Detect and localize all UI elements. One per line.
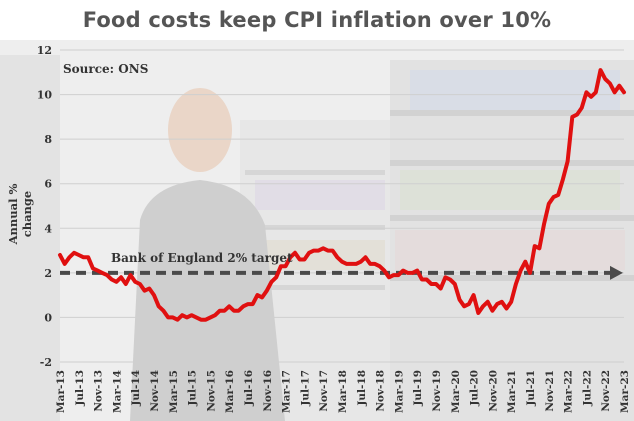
- target-line-arrowhead: [610, 265, 623, 280]
- y-tick-label: 6: [44, 178, 52, 191]
- x-tick-label: Mar-14: [111, 370, 123, 413]
- x-tick-label: Jul-16: [243, 370, 255, 407]
- shelf-edge: [390, 215, 634, 221]
- x-tick-label: Mar-23: [619, 370, 631, 413]
- product-block: [400, 170, 620, 210]
- shelf-edge: [245, 285, 385, 290]
- x-tick-label: Mar-22: [563, 370, 575, 413]
- y-tick-label: 0: [44, 311, 52, 324]
- x-tick-label: Nov-20: [487, 370, 499, 412]
- x-tick-label: Nov-16: [262, 370, 274, 412]
- x-tick-label: Nov-13: [93, 370, 105, 412]
- y-tick-label: 4: [44, 222, 52, 235]
- product-block: [255, 180, 385, 210]
- shopper-head: [168, 88, 232, 172]
- x-axis-ticks: Mar-13 Jul-13 Nov-13 Mar-14 Jul-14 Nov-14 Mar-…: [55, 370, 631, 413]
- shelf-edge: [390, 160, 634, 166]
- x-tick-label: Jul-14: [130, 370, 142, 407]
- shelf-edge: [390, 275, 634, 281]
- grid-lines: [60, 49, 624, 363]
- x-tick-label: Nov-18: [375, 370, 387, 412]
- x-tick-label: Jul-17: [299, 370, 311, 407]
- shelf-edge: [245, 170, 385, 175]
- y-axis-label: Annual % change: [6, 183, 34, 245]
- x-tick-label: Jul-13: [74, 370, 86, 407]
- shelf-unit-left: [0, 55, 60, 421]
- y-tick-label: 10: [37, 89, 53, 102]
- x-tick-label: Mar-18: [337, 370, 349, 413]
- x-tick-label: Nov-19: [431, 370, 443, 412]
- x-tick-label: Jul-20: [469, 370, 481, 407]
- x-tick-label: Jul-21: [525, 370, 537, 407]
- product-block: [395, 230, 625, 270]
- x-tick-label: Nov-14: [149, 370, 161, 412]
- shopper-body: [130, 180, 285, 421]
- x-tick-label: Nov-21: [544, 370, 556, 412]
- y-axis-ticks: -2 0 2 4 6 8 10 12: [37, 44, 53, 369]
- y-tick-label: 8: [44, 133, 52, 146]
- x-tick-label: Mar-13: [55, 370, 67, 413]
- y-tick-label: -2: [40, 356, 52, 369]
- x-tick-label: Mar-20: [450, 370, 462, 413]
- x-tick-label: Jul-15: [187, 370, 199, 407]
- x-tick-label: Mar-21: [506, 370, 518, 413]
- x-tick-label: Jul-18: [356, 370, 368, 407]
- target-line-label: Bank of England 2% target: [111, 251, 293, 265]
- shelf-edge: [245, 225, 385, 230]
- x-tick-label: Jul-22: [581, 370, 593, 407]
- x-tick-label: Mar-15: [168, 370, 180, 413]
- cpi-inflation-series-line: [58, 68, 626, 322]
- y-tick-label: 2: [44, 267, 52, 280]
- chart-title: Food costs keep CPI inflation over 10%: [82, 8, 552, 32]
- y-tick-label: 12: [37, 44, 52, 57]
- x-tick-label: Jul-19: [412, 370, 424, 407]
- shelf-edge: [390, 110, 634, 116]
- product-block: [255, 240, 385, 270]
- source-note: Source: ONS: [63, 62, 149, 76]
- x-tick-label: Mar-17: [281, 370, 293, 413]
- x-tick-label: Nov-15: [205, 370, 217, 412]
- x-tick-label: Mar-16: [224, 370, 236, 413]
- x-tick-label: Mar-19: [393, 370, 405, 413]
- x-tick-label: Nov-17: [318, 370, 330, 412]
- x-tick-label: Nov-22: [600, 370, 612, 412]
